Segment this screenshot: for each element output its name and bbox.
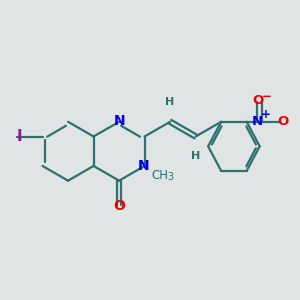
Text: +: +	[261, 108, 271, 122]
Text: O: O	[277, 115, 288, 128]
Text: I: I	[17, 129, 22, 144]
Text: −: −	[262, 89, 272, 103]
Text: CH: CH	[151, 169, 168, 182]
Text: N: N	[252, 115, 263, 128]
Text: N: N	[113, 114, 125, 128]
Text: N: N	[138, 159, 149, 173]
Text: H: H	[191, 151, 200, 161]
Text: H: H	[166, 97, 175, 107]
Text: O: O	[253, 94, 264, 107]
Text: O: O	[113, 200, 125, 213]
Text: 3: 3	[167, 172, 173, 182]
